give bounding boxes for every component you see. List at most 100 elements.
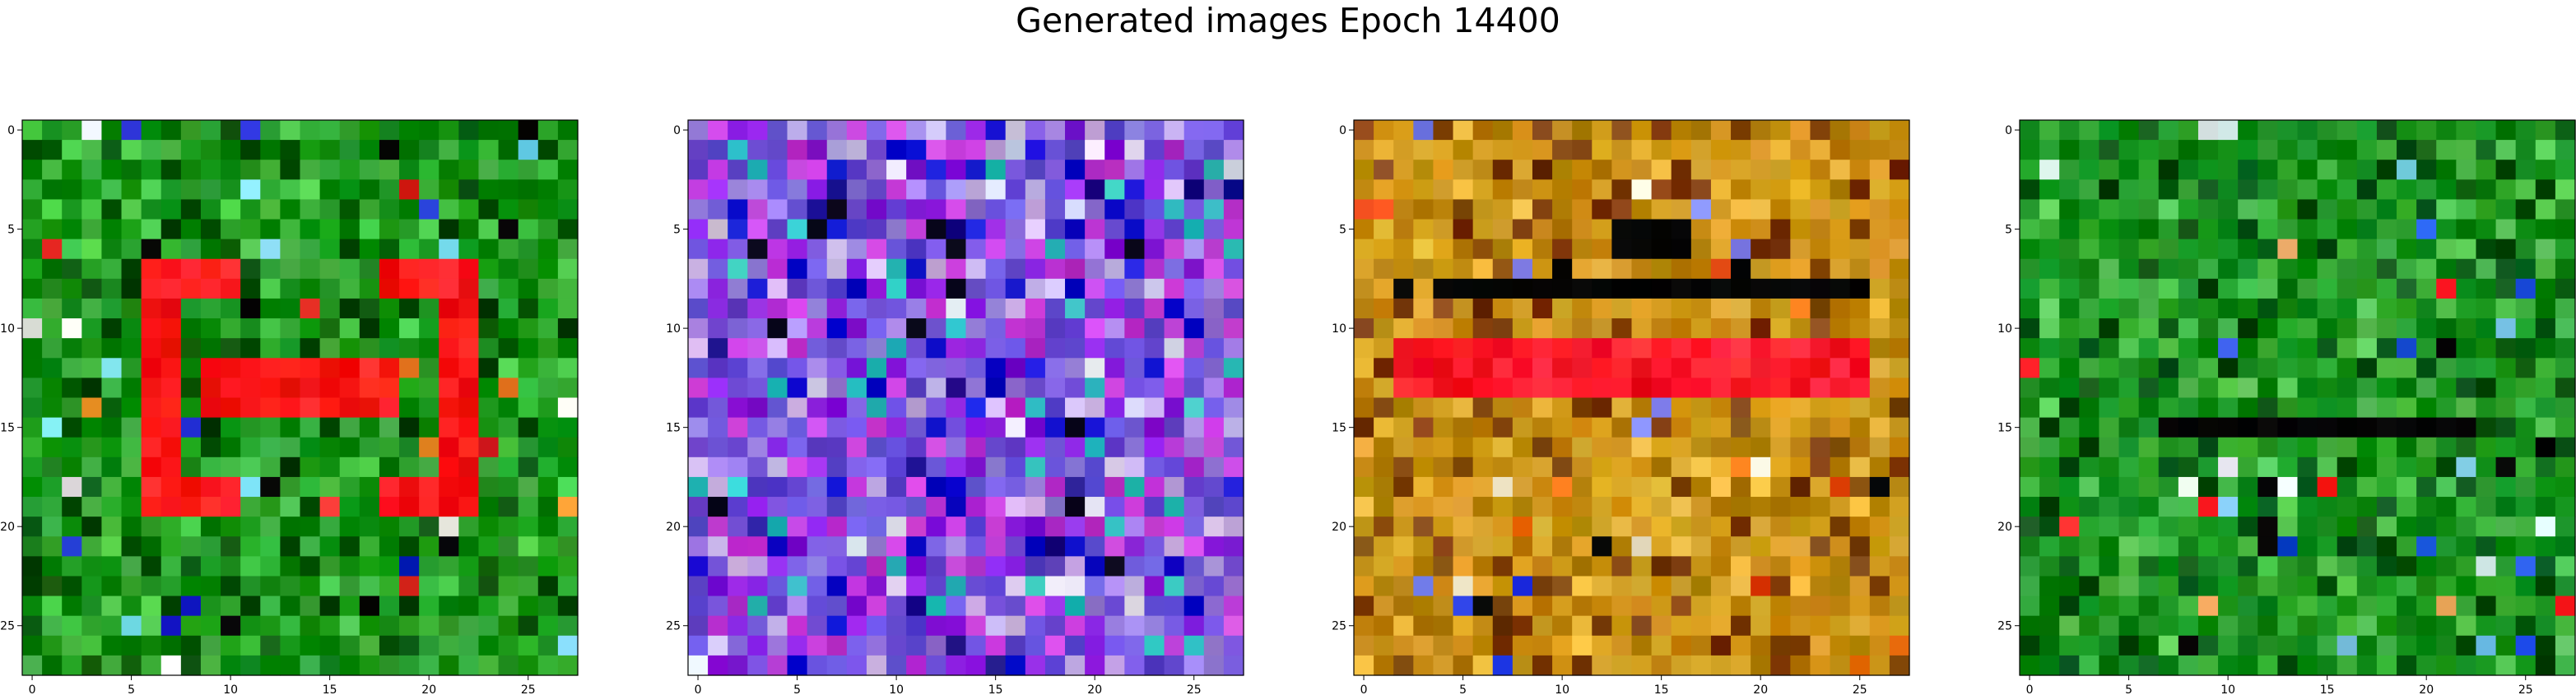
pixel-cell: [399, 298, 420, 319]
pixel-cell: [22, 140, 43, 160]
pixel-cell: [1354, 397, 1374, 419]
pixel-cell: [1433, 140, 1454, 160]
pixel-cell: [2178, 258, 2199, 280]
pixel-cell: [1183, 397, 1205, 419]
pixel-cell: [1354, 456, 1374, 478]
pixel-cell: [557, 615, 579, 637]
pixel-cell: [2197, 536, 2219, 557]
pixel-cell: [1393, 517, 1414, 537]
pixel-cell: [846, 338, 867, 359]
pixel-cell: [787, 239, 808, 260]
pixel-cell: [1690, 417, 1712, 438]
pixel-cell: [2238, 358, 2258, 378]
pixel-cell: [747, 338, 769, 359]
pixel-cell: [1065, 576, 1086, 597]
pixel-cell: [1690, 239, 1712, 260]
pixel-cell: [300, 239, 321, 260]
pixel-cell: [478, 615, 500, 637]
axes-frame: [687, 119, 1244, 676]
pixel-cell: [1413, 456, 1434, 478]
pixel-cell: [1453, 219, 1474, 240]
pixel-cell: [1849, 160, 1871, 180]
pixel-cell: [2039, 199, 2060, 220]
pixel-cell: [62, 635, 82, 656]
pixel-cell: [1849, 338, 1871, 359]
pixel-cell: [22, 615, 43, 637]
pixel-cell: [1203, 476, 1225, 498]
pixel-cell: [1889, 278, 1910, 299]
pixel-cell: [2535, 219, 2556, 240]
pixel-cell: [708, 160, 728, 180]
pixel-cell: [985, 595, 1007, 617]
pixel-cell: [2197, 655, 2219, 676]
pixel-cell: [1393, 378, 1414, 399]
pixel-cell: [1751, 199, 1771, 220]
pixel-cell: [2495, 417, 2517, 438]
pixel-cell: [1354, 476, 1374, 498]
pixel-cell: [419, 298, 439, 319]
pixel-cell: [2277, 497, 2299, 517]
pixel-cell: [767, 378, 788, 399]
pixel-cell: [1223, 576, 1244, 597]
pixel-cell: [1104, 378, 1125, 399]
pixel-cell: [1751, 497, 1771, 517]
pixel-cell: [478, 397, 500, 419]
pixel-cell: [2059, 278, 2080, 299]
pixel-cell: [2118, 576, 2140, 597]
pixel-cell: [2138, 120, 2160, 141]
pixel-cell: [2317, 576, 2338, 597]
pixel-cell: [1223, 635, 1244, 656]
pixel-cell: [439, 239, 459, 260]
pixel-cell: [2039, 239, 2060, 260]
pixel-cell: [2257, 635, 2278, 656]
y-tick-label: 20: [666, 521, 681, 534]
pixel-cell: [2238, 318, 2258, 339]
pixel-cell: [1164, 497, 1185, 517]
pixel-cell: [1124, 358, 1146, 378]
pixel-cell: [906, 437, 927, 458]
pixel-cell: [22, 476, 43, 498]
pixel-cell: [926, 456, 946, 478]
pixel-cell: [2356, 476, 2378, 498]
pixel-cell: [2535, 338, 2556, 359]
pixel-cell: [1690, 298, 1712, 319]
pixel-cell: [886, 140, 907, 160]
pixel-cell: [280, 298, 301, 319]
pixel-cell: [1810, 160, 1831, 180]
pixel-cell: [1532, 258, 1553, 280]
pixel-cell: [2099, 615, 2120, 637]
pixel-cell: [319, 517, 341, 537]
pixel-cell: [906, 595, 927, 617]
pixel-cell: [2337, 397, 2358, 419]
pixel-cell: [2257, 595, 2278, 617]
pixel-cell: [160, 417, 182, 438]
pixel-cell: [1025, 358, 1046, 378]
pixel-cell: [160, 219, 182, 240]
pixel-cell: [2099, 397, 2120, 419]
pixel-cell: [1611, 179, 1633, 201]
pixel-cell: [2099, 595, 2120, 617]
pixel-cell: [866, 140, 887, 160]
pixel-cell: [478, 358, 500, 378]
pixel-cell: [339, 338, 360, 359]
pixel-cell: [846, 517, 867, 537]
pixel-cell: [1671, 556, 1692, 577]
pixel-cell: [2297, 437, 2318, 458]
pixel-cell: [2138, 476, 2160, 498]
pixel-cell: [787, 318, 808, 339]
pixel-cell: [1651, 378, 1672, 399]
pixel-cell: [708, 456, 728, 478]
pixel-cell: [1710, 199, 1732, 220]
pixel-cell: [2257, 298, 2278, 319]
pixel-cell: [1104, 219, 1125, 240]
pixel-cell: [1413, 160, 1434, 180]
pixel-cell: [1810, 576, 1831, 597]
pixel-cell: [1751, 318, 1771, 339]
pixel-cell: [1223, 476, 1244, 498]
pixel-cell: [419, 655, 439, 676]
pixel-cell: [240, 140, 261, 160]
pixel-cell: [458, 120, 480, 141]
pixel-cell: [1751, 219, 1771, 240]
pixel-cell: [1611, 358, 1633, 378]
pixel-cell: [458, 576, 480, 597]
